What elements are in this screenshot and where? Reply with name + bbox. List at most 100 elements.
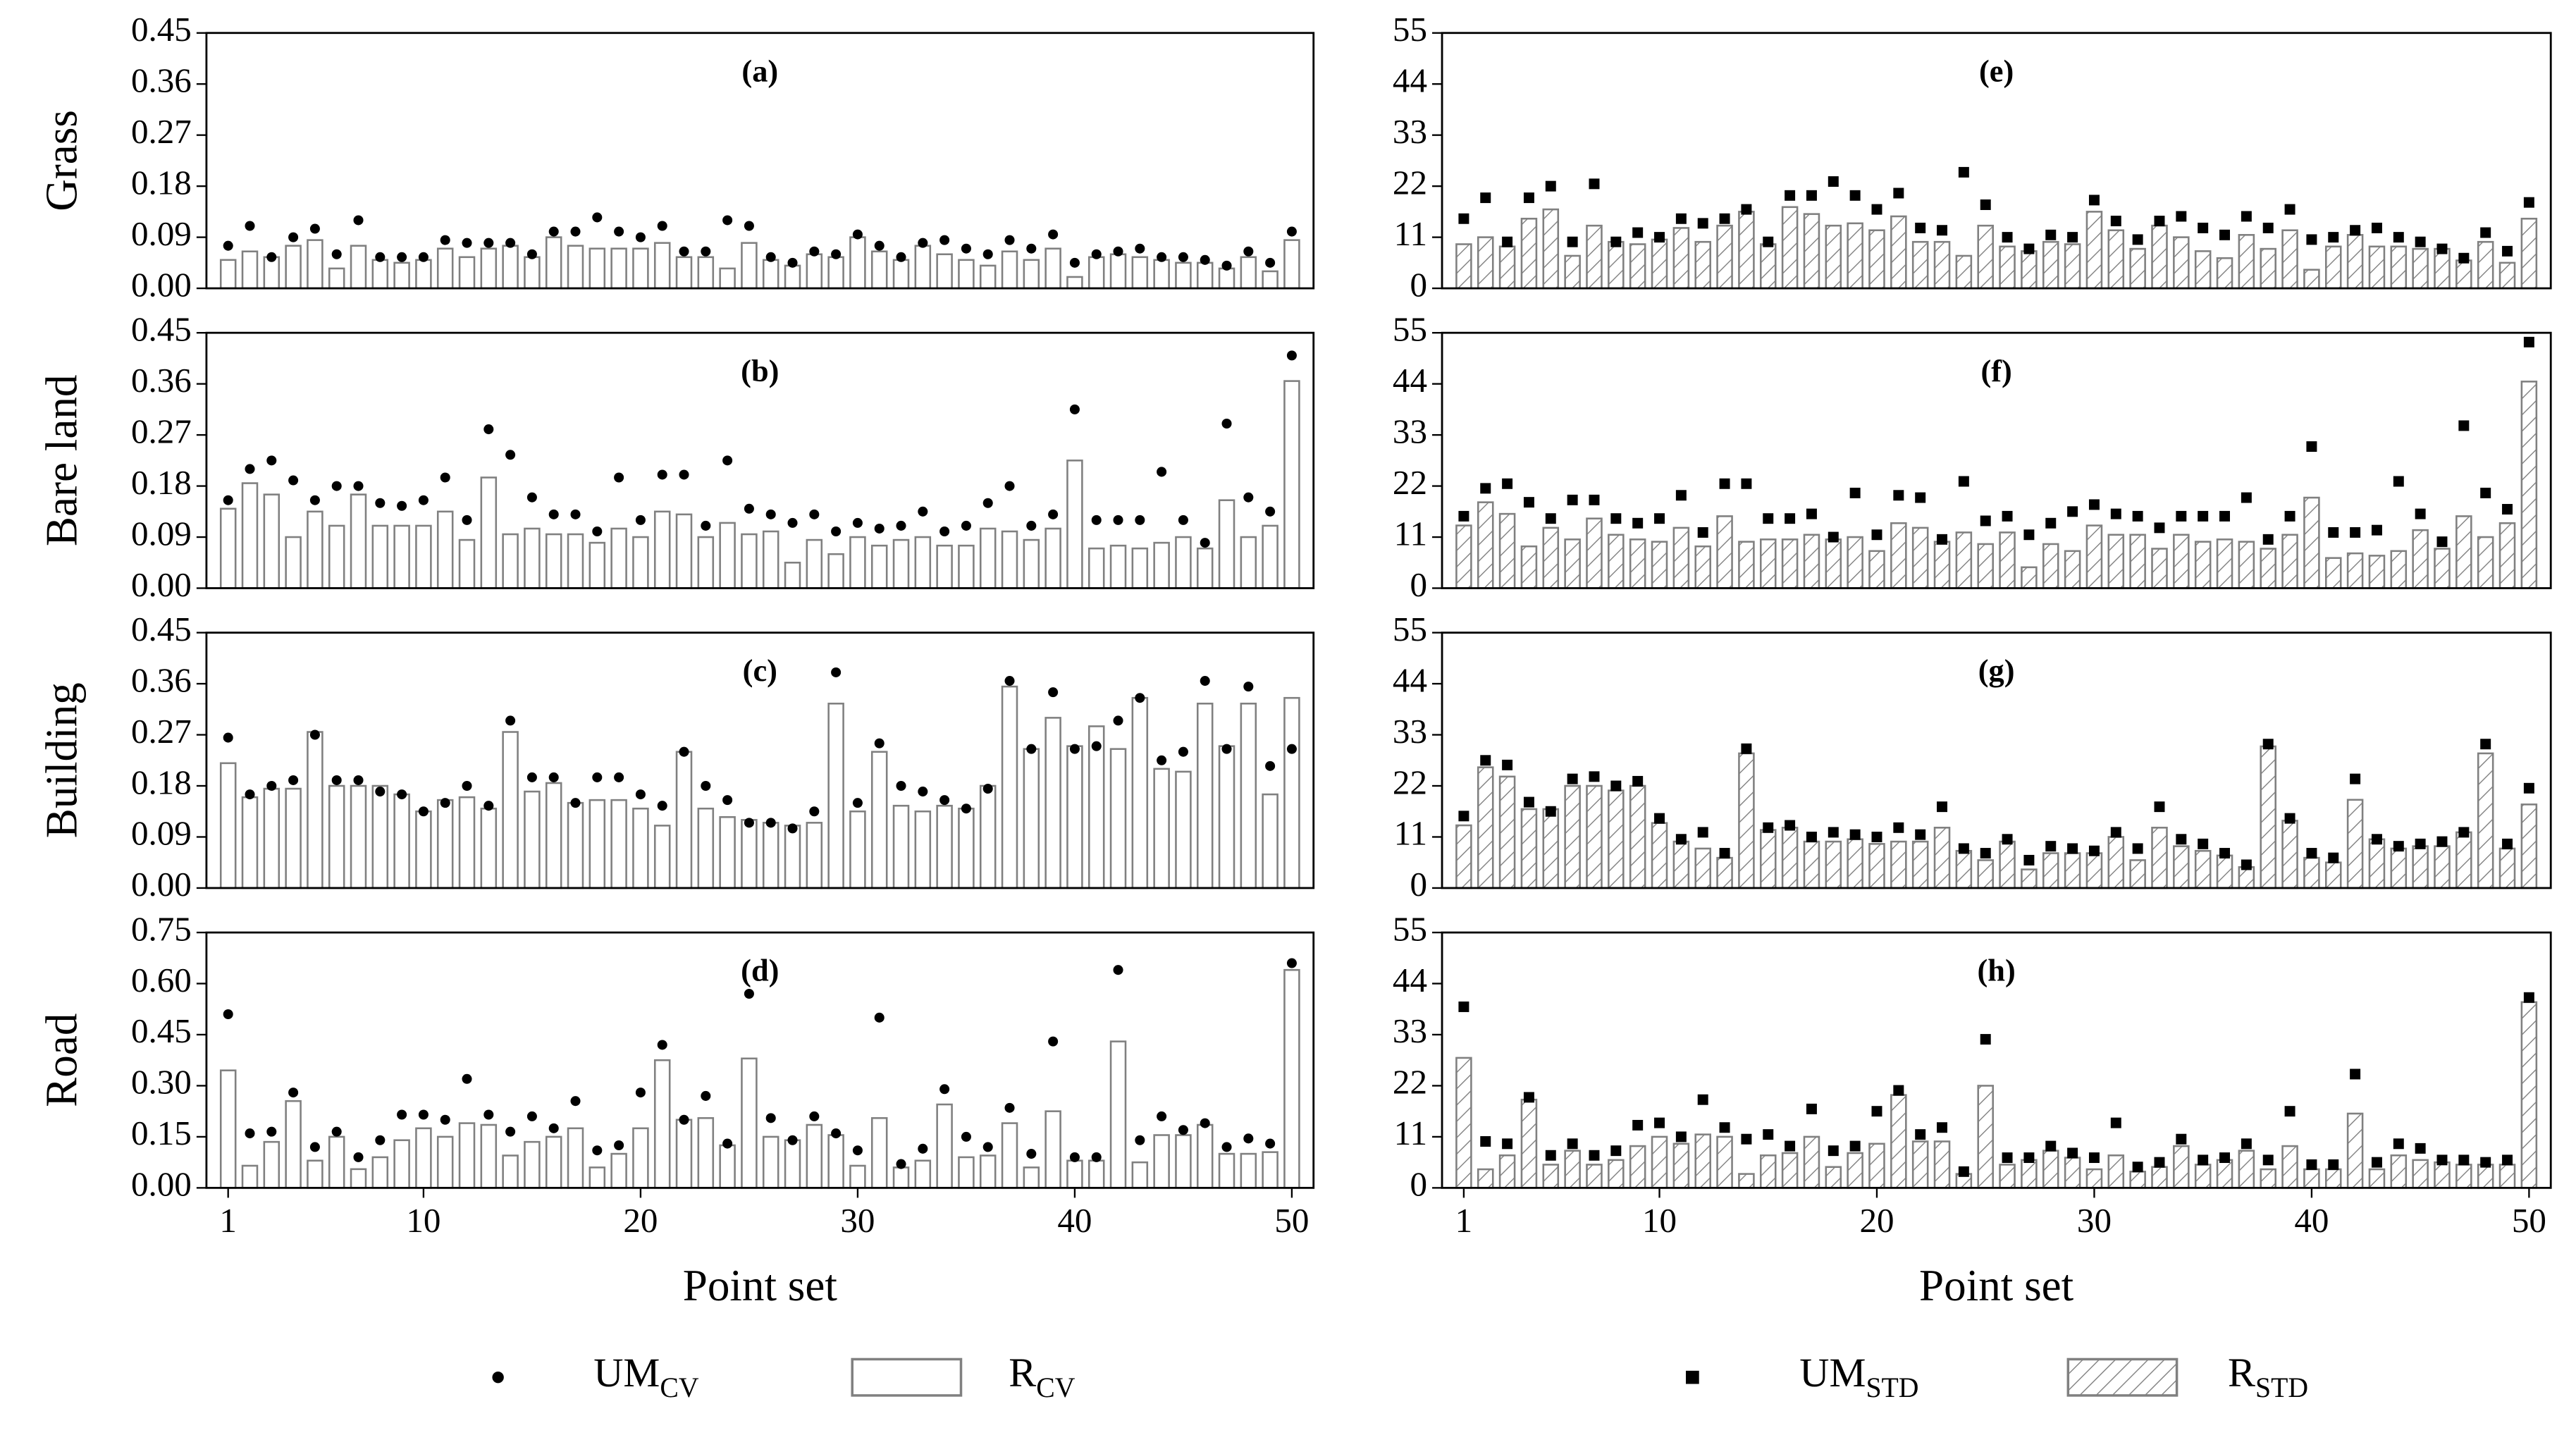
point xyxy=(2045,229,2057,240)
point xyxy=(896,1159,906,1169)
point xyxy=(831,526,842,537)
bar xyxy=(2368,245,2386,290)
point xyxy=(1937,225,1948,236)
bar xyxy=(2455,515,2472,589)
bar xyxy=(610,527,627,589)
legend-label: RSTD xyxy=(2228,1350,2308,1403)
bar xyxy=(1455,824,1472,889)
point xyxy=(288,232,299,242)
bar xyxy=(1759,538,1777,589)
point xyxy=(1893,822,1904,833)
point xyxy=(418,806,429,817)
bar xyxy=(697,807,715,889)
bar xyxy=(1694,545,1711,589)
bar xyxy=(350,245,367,290)
bar xyxy=(480,807,498,889)
point xyxy=(809,246,820,257)
bar xyxy=(1999,840,2016,889)
point xyxy=(1048,229,1059,240)
bar xyxy=(1890,522,1907,589)
point xyxy=(1937,801,1948,813)
legend-name: R xyxy=(2228,1350,2255,1396)
point xyxy=(2458,252,2470,264)
point xyxy=(2436,243,2448,254)
point xyxy=(2284,813,2295,824)
panel: 0 11 22 33 44 55 1 10 20 30 40 50 (h) Point set xyxy=(1393,909,2552,1310)
point xyxy=(462,780,472,792)
bar xyxy=(1240,1152,1257,1189)
bar xyxy=(1262,524,1278,589)
point xyxy=(679,246,689,257)
point xyxy=(918,1143,928,1154)
bar xyxy=(653,510,671,589)
point xyxy=(1741,1133,1752,1145)
bar xyxy=(892,259,910,290)
legend-subscript: CV xyxy=(1036,1372,1075,1403)
bar xyxy=(241,482,259,589)
legend-label: UMCV xyxy=(593,1350,699,1403)
point xyxy=(1004,481,1015,491)
bar xyxy=(1825,1166,1842,1189)
bar xyxy=(2107,836,2125,889)
point xyxy=(1069,257,1080,268)
bar xyxy=(849,810,866,889)
bar xyxy=(784,825,801,889)
point xyxy=(1157,467,1167,477)
bar xyxy=(588,541,606,589)
y-tick-label: 22 xyxy=(1393,463,1427,502)
bar xyxy=(1283,380,1300,589)
point xyxy=(1719,1122,1730,1133)
bar xyxy=(1933,541,1951,589)
bar xyxy=(1109,544,1127,589)
point xyxy=(744,818,754,828)
point xyxy=(2523,782,2534,794)
point xyxy=(635,1088,646,1098)
point xyxy=(2002,232,2013,243)
bar xyxy=(371,259,389,290)
point xyxy=(2088,845,2100,856)
bar xyxy=(1001,530,1018,589)
point xyxy=(2436,1154,2448,1166)
point xyxy=(1871,1106,1882,1117)
point xyxy=(852,798,863,808)
bar xyxy=(480,247,498,290)
point xyxy=(440,472,450,483)
bar xyxy=(2129,534,2146,589)
point xyxy=(679,469,689,480)
point xyxy=(288,475,299,486)
y-tick-label: 0 xyxy=(1410,1165,1427,1204)
bar xyxy=(1608,240,1625,290)
point xyxy=(548,1123,559,1133)
bar xyxy=(1586,784,1603,889)
point xyxy=(918,506,928,517)
point xyxy=(309,1142,320,1152)
point xyxy=(2262,739,2274,750)
point xyxy=(2241,492,2252,503)
bar xyxy=(719,816,736,889)
bar xyxy=(2412,1159,2429,1189)
bar xyxy=(914,1159,932,1189)
bar xyxy=(719,267,736,290)
point xyxy=(614,772,624,782)
bar xyxy=(1520,1098,1538,1189)
y-tick-label: 11 xyxy=(1394,514,1427,553)
point xyxy=(2350,526,2361,538)
point xyxy=(787,257,798,268)
point xyxy=(375,498,386,508)
bar xyxy=(1542,526,1560,589)
y-axis-label: Building xyxy=(37,682,87,838)
point xyxy=(1915,222,1926,233)
bar xyxy=(1955,254,1973,290)
point xyxy=(353,215,364,226)
y-tick-label: 55 xyxy=(1393,309,1427,348)
panel-label: (a) xyxy=(741,53,778,88)
bar xyxy=(914,245,932,290)
point xyxy=(722,455,733,466)
point xyxy=(852,229,863,240)
point xyxy=(2241,1138,2252,1150)
point xyxy=(787,823,798,834)
bar xyxy=(1847,1152,1863,1189)
point xyxy=(353,775,364,785)
point xyxy=(2023,1152,2035,1164)
bar xyxy=(1977,543,1994,589)
